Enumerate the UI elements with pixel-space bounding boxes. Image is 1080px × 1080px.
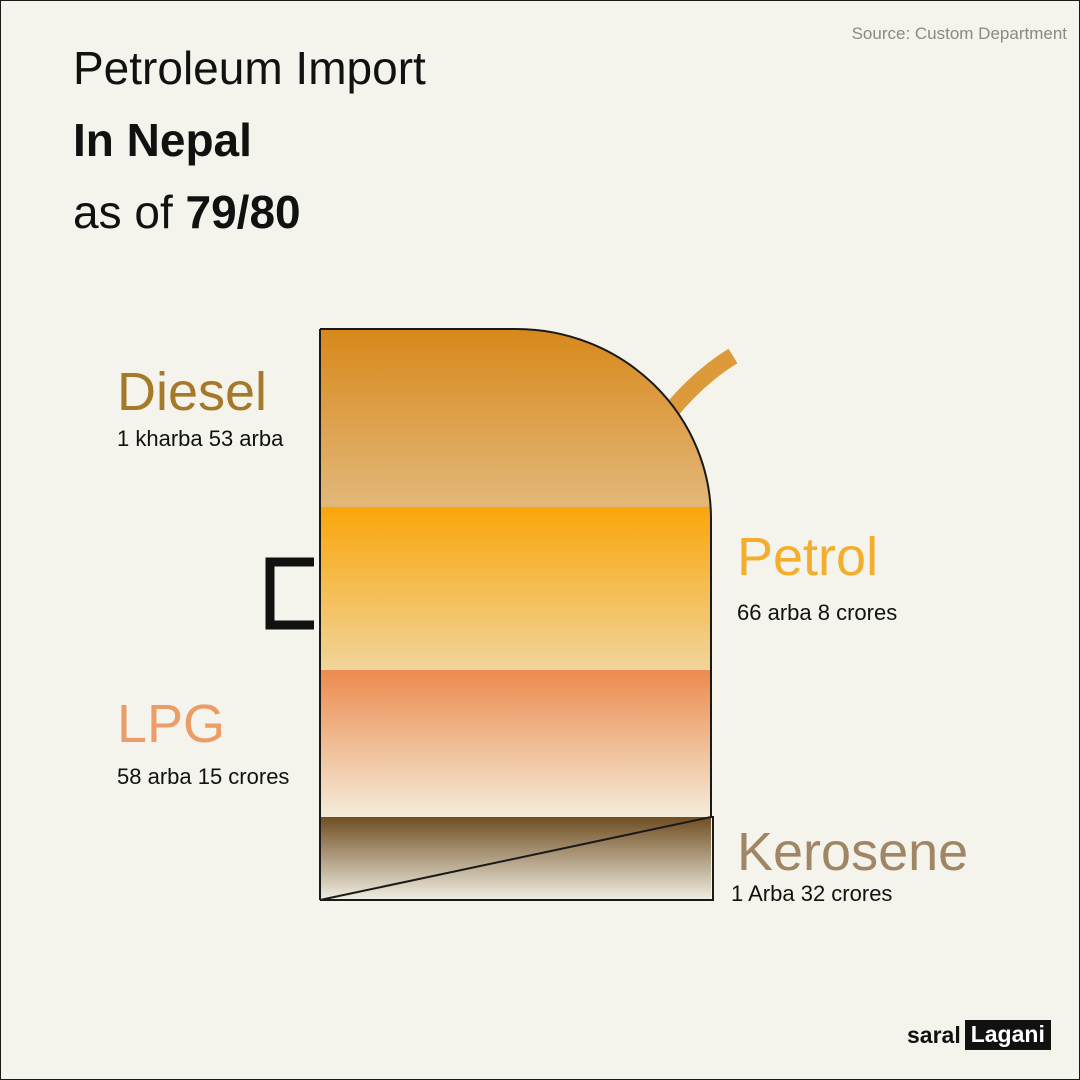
segment-lpg bbox=[320, 670, 711, 817]
segment-petrol bbox=[320, 507, 711, 670]
nozzle-spout bbox=[663, 348, 738, 418]
tank-outline bbox=[319, 328, 714, 901]
source-note: Source: Custom Department bbox=[851, 24, 1067, 43]
brand-logo: saral Lagani bbox=[907, 1020, 1051, 1050]
segment-diesel bbox=[320, 329, 711, 507]
value-kerosene: 1 Arba 32 crores bbox=[731, 881, 893, 906]
title-line-3-prefix: as of bbox=[73, 186, 186, 238]
label-diesel: Diesel bbox=[117, 362, 268, 422]
brand-part-2: Lagani bbox=[964, 1020, 1051, 1050]
title-line-2: In Nepal bbox=[73, 114, 252, 166]
title-line-1: Petroleum Import bbox=[73, 42, 426, 94]
tank-handle bbox=[265, 557, 314, 630]
title-line-3-year: 79/80 bbox=[185, 186, 301, 238]
value-diesel: 1 kharba 53 arba bbox=[117, 426, 284, 451]
value-lpg: 58 arba 15 crores bbox=[117, 764, 290, 789]
label-lpg: LPG bbox=[117, 694, 226, 754]
value-petrol: 66 arba 8 crores bbox=[737, 600, 898, 625]
label-kerosene: Kerosene bbox=[737, 822, 969, 882]
label-petrol: Petrol bbox=[737, 527, 879, 587]
title-line-3: as of 79/80 bbox=[73, 189, 301, 235]
brand-part-1: saral bbox=[907, 1021, 961, 1048]
